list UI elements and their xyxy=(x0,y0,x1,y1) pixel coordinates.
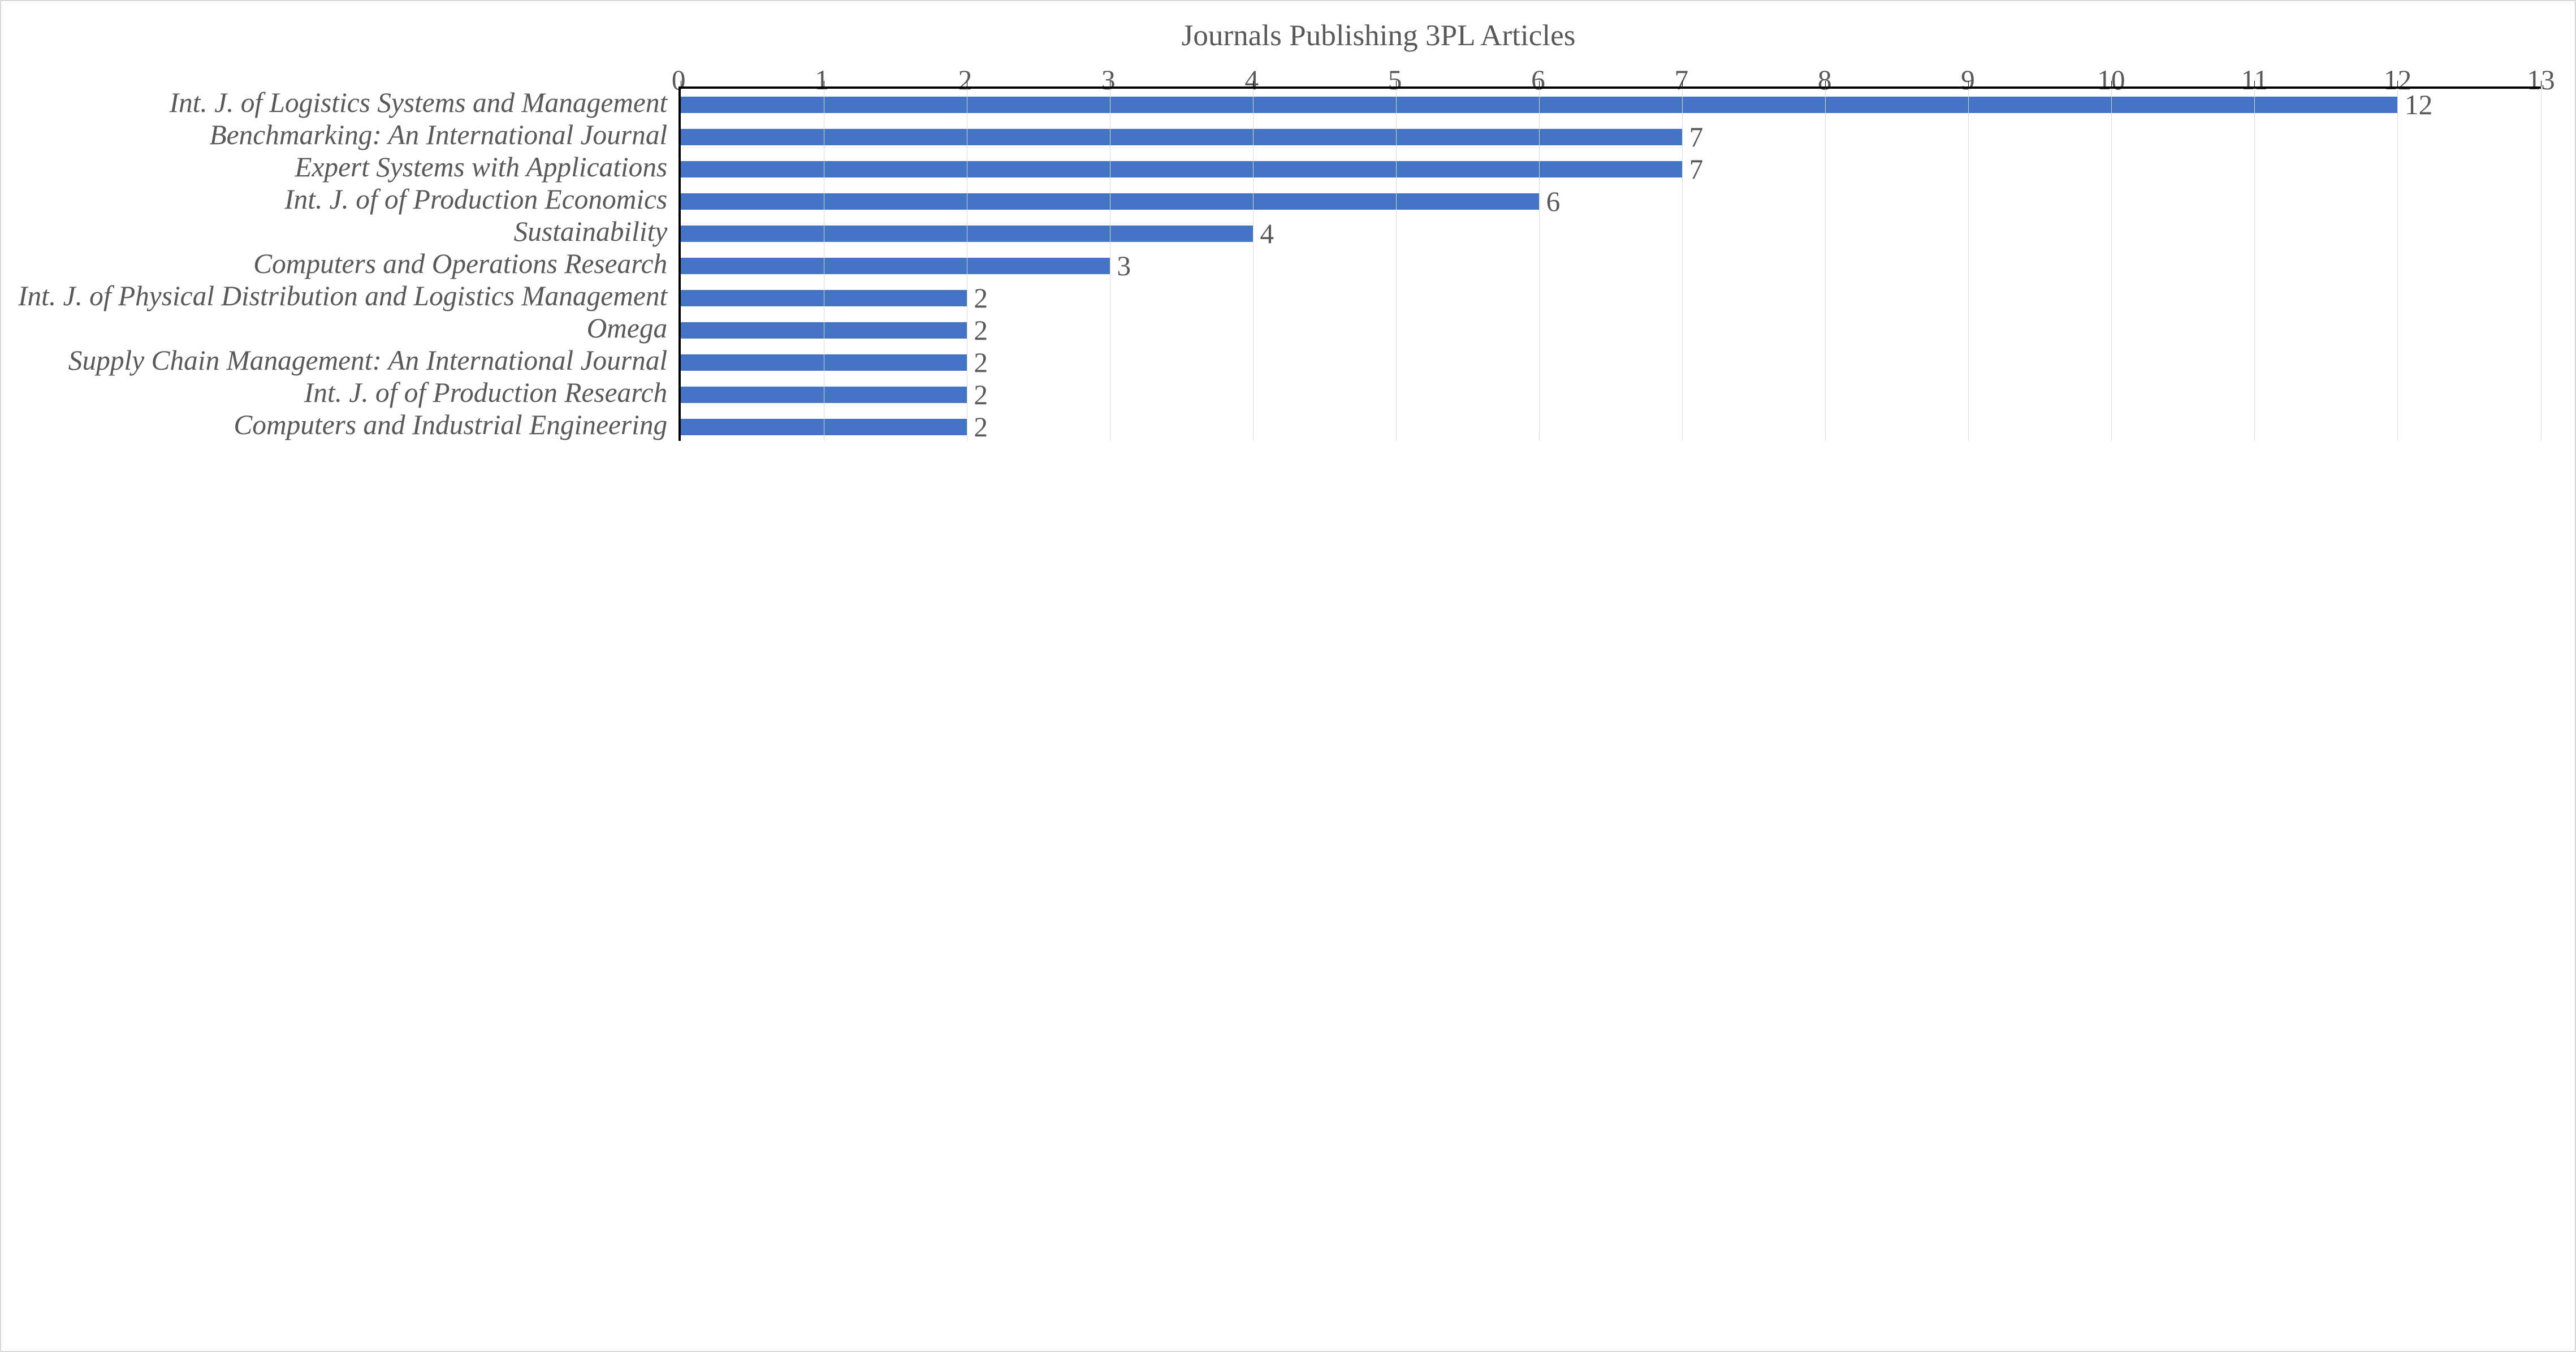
gridline xyxy=(2254,89,2255,441)
y-axis-label: Computers and Industrial Engineering xyxy=(18,409,667,441)
bar-row: 2 xyxy=(681,314,2541,346)
plot: 012345678910111213 127764322222 xyxy=(678,64,2541,441)
y-axis-label: Benchmarking: An International Journal xyxy=(18,119,667,151)
bar-value-label: 2 xyxy=(974,346,988,379)
x-axis-tickmark xyxy=(2541,81,2542,86)
bar-row: 2 xyxy=(681,411,2541,443)
y-axis-label: Int. J. of of Production Research xyxy=(18,376,667,409)
bar-row: 6 xyxy=(681,185,2541,218)
y-axis-label: Omega xyxy=(18,312,667,344)
y-axis-label: Int. J. of of Production Economics xyxy=(18,183,667,215)
y-axis-label: Supply Chain Management: An Internationa… xyxy=(18,344,667,376)
bar-row: 3 xyxy=(681,250,2541,282)
y-axis-label: Int. J. of Physical Distribution and Log… xyxy=(18,280,667,312)
x-axis-tickmark xyxy=(1253,81,1254,86)
gridline xyxy=(1825,89,1826,441)
bar-row: 2 xyxy=(681,379,2541,411)
x-axis-tickmark xyxy=(1396,81,1397,86)
bar-row: 4 xyxy=(681,218,2541,250)
bar-row: 7 xyxy=(681,121,2541,153)
y-axis-label: Sustainability xyxy=(18,215,667,248)
gridline xyxy=(1539,89,1540,441)
x-axis-tickmark xyxy=(1682,81,1683,86)
bar-value-label: 4 xyxy=(1260,218,1274,250)
bar-value-label: 6 xyxy=(1546,185,1561,218)
gridline xyxy=(2397,89,2398,441)
x-axis-tickmark xyxy=(2111,81,2112,86)
gridline xyxy=(2541,89,2542,441)
gridline xyxy=(1968,89,1969,441)
bar-value-label: 12 xyxy=(2405,89,2432,121)
bar-value-label: 7 xyxy=(1689,153,1704,185)
gridline xyxy=(1253,89,1254,441)
x-axis-tickmark xyxy=(2254,81,2255,86)
bar-value-label: 3 xyxy=(1117,250,1131,282)
x-axis-ticks: 012345678910111213 xyxy=(678,64,2541,86)
gridline xyxy=(1396,89,1397,441)
chart-title: Journals Publishing 3PL Articles xyxy=(216,18,2541,53)
y-axis-label: Computers and Operations Research xyxy=(18,248,667,280)
gridline xyxy=(2111,89,2112,441)
plot-area: 127764322222 xyxy=(678,86,2541,441)
bar-row: 2 xyxy=(681,346,2541,379)
bar-row: 2 xyxy=(681,282,2541,314)
x-axis-tickmark xyxy=(2397,81,2398,86)
chart-body: Int. J. of Logistics Systems and Managem… xyxy=(18,64,2541,441)
x-axis-tickmark xyxy=(1825,81,1826,86)
bar-row: 7 xyxy=(681,153,2541,185)
bar-value-label: 2 xyxy=(974,314,988,346)
y-axis-label: Int. J. of Logistics Systems and Managem… xyxy=(18,86,667,119)
bar-value-label: 2 xyxy=(974,411,988,443)
bar xyxy=(681,161,1682,178)
x-axis-tickmark xyxy=(1968,81,1969,86)
gridline xyxy=(1682,89,1683,441)
bar-value-label: 2 xyxy=(974,379,988,411)
y-axis-label: Expert Systems with Applications xyxy=(18,151,667,183)
bar-value-label: 2 xyxy=(974,282,988,314)
x-axis-tickmark xyxy=(1539,81,1540,86)
bar-row: 12 xyxy=(681,89,2541,121)
y-axis-labels: Int. J. of Logistics Systems and Managem… xyxy=(18,64,678,441)
bar-value-label: 7 xyxy=(1689,121,1704,153)
bar xyxy=(681,129,1682,146)
bar xyxy=(681,258,1110,275)
chart-frame: Journals Publishing 3PL Articles Int. J.… xyxy=(0,0,2576,1352)
bars-container: 127764322222 xyxy=(681,89,2541,441)
